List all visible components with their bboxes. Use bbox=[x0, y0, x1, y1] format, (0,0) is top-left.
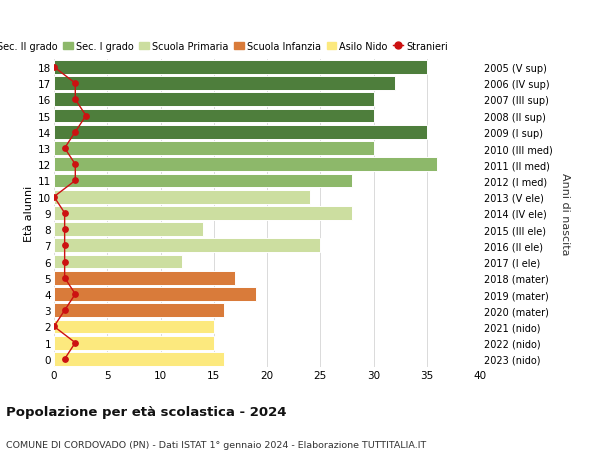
Bar bbox=[54, 109, 373, 123]
Bar bbox=[54, 255, 182, 269]
Point bbox=[60, 258, 70, 266]
Bar bbox=[54, 336, 214, 350]
Bar bbox=[54, 287, 256, 301]
Bar bbox=[54, 61, 427, 75]
Point bbox=[71, 339, 80, 347]
Bar bbox=[54, 158, 437, 172]
Legend: Sec. II grado, Sec. I grado, Scuola Primaria, Scuola Infanzia, Asilo Nido, Stran: Sec. II grado, Sec. I grado, Scuola Prim… bbox=[0, 42, 448, 52]
Point bbox=[71, 80, 80, 88]
Point bbox=[71, 161, 80, 168]
Bar bbox=[54, 77, 395, 91]
Point bbox=[81, 112, 91, 120]
Point bbox=[71, 96, 80, 104]
Point bbox=[60, 145, 70, 152]
Point bbox=[60, 210, 70, 217]
Point bbox=[60, 274, 70, 282]
Point bbox=[49, 323, 59, 330]
Text: Popolazione per età scolastica - 2024: Popolazione per età scolastica - 2024 bbox=[6, 405, 287, 419]
Y-axis label: Anni di nascita: Anni di nascita bbox=[560, 172, 569, 255]
Point bbox=[60, 242, 70, 250]
Point bbox=[71, 177, 80, 185]
Text: COMUNE DI CORDOVADO (PN) - Dati ISTAT 1° gennaio 2024 - Elaborazione TUTTITALIA.: COMUNE DI CORDOVADO (PN) - Dati ISTAT 1°… bbox=[6, 441, 426, 449]
Point bbox=[71, 129, 80, 136]
Bar bbox=[54, 207, 352, 220]
Bar bbox=[54, 223, 203, 236]
Bar bbox=[54, 93, 373, 107]
Bar bbox=[54, 320, 214, 334]
Y-axis label: Età alunni: Età alunni bbox=[24, 185, 34, 241]
Bar bbox=[54, 142, 373, 156]
Point bbox=[60, 355, 70, 363]
Point bbox=[60, 226, 70, 233]
Bar bbox=[54, 271, 235, 285]
Bar bbox=[54, 174, 352, 188]
Bar bbox=[54, 352, 224, 366]
Bar bbox=[54, 190, 310, 204]
Bar bbox=[54, 239, 320, 253]
Point bbox=[71, 291, 80, 298]
Bar bbox=[54, 304, 224, 318]
Point bbox=[49, 64, 59, 72]
Point bbox=[60, 307, 70, 314]
Point bbox=[49, 194, 59, 201]
Bar bbox=[54, 126, 427, 140]
